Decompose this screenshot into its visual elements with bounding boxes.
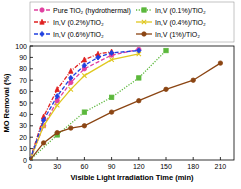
point xyxy=(137,76,141,80)
y-tick-label: 20 xyxy=(19,134,27,141)
x-tick-label: 120 xyxy=(133,163,145,170)
point xyxy=(55,87,59,92)
chart: 0 10 20 30 40 50 60 70 80 90 100 0 30 60 90 120 150 180 21… xyxy=(0,0,241,189)
legend-label: In,V (0.1%)/TiO₂ xyxy=(155,7,206,15)
point xyxy=(164,48,168,52)
x-tick xyxy=(193,157,194,160)
point xyxy=(69,126,73,130)
y-tick xyxy=(30,91,33,92)
point xyxy=(137,48,141,53)
x-tick-label: 0 xyxy=(28,163,32,170)
x-tick xyxy=(57,157,58,160)
y-tick xyxy=(30,57,33,58)
x-tick-label: 30 xyxy=(53,163,61,170)
point xyxy=(69,87,73,91)
point xyxy=(96,55,100,60)
point xyxy=(55,94,59,99)
x-tick-label: 60 xyxy=(81,163,89,170)
x-tick xyxy=(111,157,112,160)
point xyxy=(69,75,73,80)
x-axis-label: Visible Light Irradiation Time (min) xyxy=(70,173,194,182)
y-tick xyxy=(30,148,33,149)
point xyxy=(41,141,45,145)
point xyxy=(109,50,113,55)
x-tick-label: 150 xyxy=(160,163,172,170)
legend: Pure TiO₂ (hydrothermal) In,V (0.1%)/TiO₂… xyxy=(30,2,234,42)
y-tick xyxy=(30,80,33,81)
point xyxy=(69,68,73,73)
series-line xyxy=(30,63,220,160)
series-line xyxy=(30,51,166,160)
plot-area xyxy=(30,47,223,160)
y-tick-label: 100 xyxy=(15,43,27,50)
legend-label: In,V (0.2%)/TiO₂ xyxy=(53,19,104,27)
point xyxy=(82,63,86,68)
legend-marker xyxy=(40,19,44,24)
y-tick xyxy=(30,68,33,69)
legend-box xyxy=(30,2,234,42)
x-tick-label: 90 xyxy=(108,163,116,170)
x-tick-label: 210 xyxy=(215,163,227,170)
legend-label: In,V (0.6%)/TiO₂ xyxy=(53,31,104,39)
y-tick xyxy=(30,103,33,104)
point xyxy=(109,95,113,99)
legend-label: In,V (1%)/TiO₂ xyxy=(155,31,200,39)
y-tick-label: 0 xyxy=(23,157,27,164)
y-tick-label: 30 xyxy=(19,122,27,129)
point xyxy=(30,158,32,160)
point xyxy=(55,130,59,134)
x-tick xyxy=(84,157,85,160)
series-line xyxy=(30,49,139,160)
point xyxy=(164,87,168,91)
point xyxy=(109,110,113,114)
legend-label: In,V (0.4%)/TiO₂ xyxy=(155,19,206,27)
y-tick xyxy=(30,125,33,126)
legend-marker xyxy=(40,31,44,36)
y-tick-label: 70 xyxy=(19,77,27,84)
point xyxy=(137,99,141,103)
legend-marker xyxy=(40,8,44,12)
y-tick-label: 50 xyxy=(19,100,27,107)
x-tick-label: 180 xyxy=(187,163,199,170)
point xyxy=(41,118,45,123)
legend-label: Pure TiO₂ (hydrothermal) xyxy=(53,7,131,15)
plot-frame xyxy=(30,46,234,160)
legend-marker xyxy=(142,32,146,36)
y-tick xyxy=(30,137,33,138)
y-tick-label: 60 xyxy=(19,88,27,95)
y-axis-label: MO Removal (%) xyxy=(2,73,11,133)
y-tick-label: 90 xyxy=(19,54,27,61)
point xyxy=(191,78,195,82)
series-line xyxy=(30,51,139,160)
y-tick xyxy=(30,46,33,47)
y-tick-label: 40 xyxy=(19,111,27,118)
x-tick xyxy=(220,157,221,160)
point xyxy=(82,57,86,62)
x-tick xyxy=(166,157,167,160)
legend-marker xyxy=(142,8,146,12)
y-tick xyxy=(30,114,33,115)
x-tick xyxy=(138,157,139,160)
series-line xyxy=(30,52,112,160)
y-tick-label: 80 xyxy=(19,65,27,72)
point xyxy=(218,61,222,65)
point xyxy=(109,57,113,61)
point xyxy=(82,73,86,77)
legend-marker xyxy=(142,20,146,24)
point xyxy=(82,110,86,114)
point xyxy=(55,103,59,107)
y-tick-label: 10 xyxy=(19,145,27,152)
point xyxy=(82,124,86,128)
